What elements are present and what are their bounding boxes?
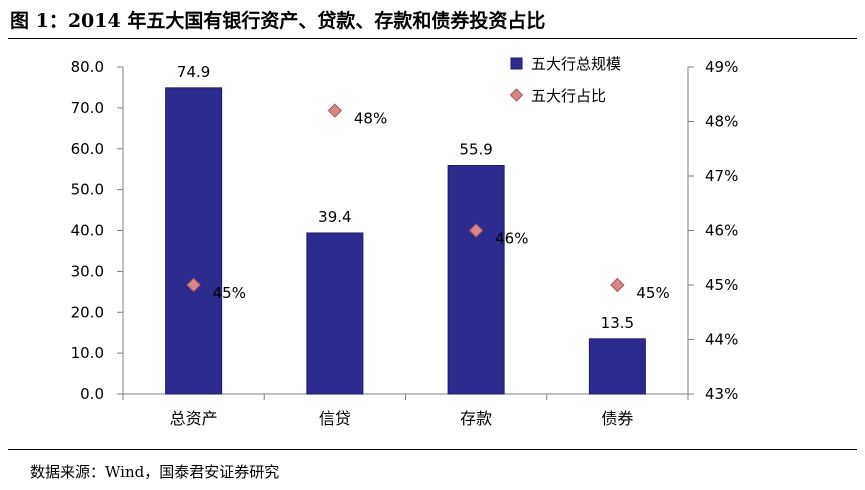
bar — [165, 87, 223, 395]
marker-point — [186, 277, 201, 293]
marker-value-label: 46% — [495, 230, 528, 248]
left-axis-tick-label: 10.0 — [71, 344, 104, 362]
figure-title: 图 1：2014 年五大国有银行资产、贷款、存款和债券投资占比 — [10, 10, 546, 32]
bar-value-label: 13.5 — [601, 314, 634, 332]
left-axis-tick-label: 40.0 — [71, 222, 104, 240]
left-axis-tick-label: 60.0 — [71, 140, 104, 158]
bar — [588, 338, 646, 395]
marker-value-label: 45% — [636, 284, 669, 302]
left-axis-tick-label: 30.0 — [71, 262, 104, 280]
left-axis-tick-label: 80.0 — [71, 58, 104, 76]
marker-point — [610, 277, 625, 293]
legend-bar-label: 五大行总规模 — [531, 55, 621, 73]
right-axis-tick-label: 44% — [705, 331, 738, 349]
marker-point — [468, 223, 484, 238]
right-axis-tick-label: 49% — [705, 58, 738, 76]
right-axis-tick-label: 45% — [705, 276, 738, 294]
figure-source: 数据来源：Wind，国泰君安证券研究 — [30, 463, 280, 481]
bar — [447, 165, 505, 395]
left-axis-tick-label: 0.0 — [80, 385, 104, 403]
right-axis-tick-label: 48% — [705, 113, 738, 131]
category-label: 总资产 — [170, 409, 218, 428]
category-label: 信贷 — [319, 409, 351, 428]
title-rule — [8, 38, 857, 39]
category-label: 存款 — [460, 409, 492, 428]
bar-value-label: 39.4 — [318, 208, 351, 226]
right-axis-tick-label: 47% — [705, 167, 738, 185]
bar-value-label: 74.9 — [177, 63, 210, 81]
bar-value-label: 55.9 — [459, 141, 492, 159]
left-axis-tick-label: 20.0 — [71, 303, 104, 321]
category-label: 债券 — [601, 409, 633, 428]
left-axis-tick-label: 50.0 — [71, 181, 104, 199]
left-axis-tick-label: 70.0 — [71, 99, 104, 117]
marker-value-label: 45% — [213, 284, 246, 302]
right-axis-tick-label: 46% — [705, 222, 738, 240]
bar — [306, 232, 364, 395]
right-axis-tick-label: 43% — [705, 385, 738, 403]
source-rule — [8, 449, 857, 450]
marker-point — [327, 103, 343, 118]
legend-marker-swatch — [509, 88, 524, 102]
legend-marker-label: 五大行占比 — [531, 87, 606, 105]
marker-value-label: 48% — [354, 110, 387, 128]
legend-bar-swatch — [510, 57, 523, 70]
